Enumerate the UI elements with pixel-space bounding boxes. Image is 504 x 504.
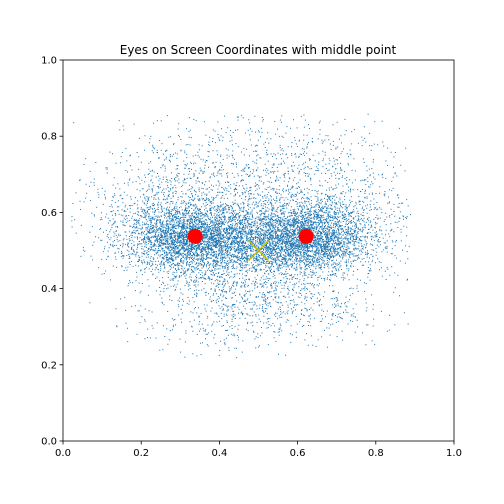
marker-layer (187, 228, 314, 262)
x-tick-label: 0.6 (290, 448, 306, 459)
plot-frame (62, 59, 455, 442)
eye-marker-left (187, 228, 203, 244)
x-tick-label: 0.0 (55, 448, 71, 459)
middle-point-marker (247, 239, 270, 262)
x-tick-label: 0.4 (211, 448, 227, 459)
y-tick-label: 1.0 (41, 56, 57, 67)
gaze-point-cloud (71, 113, 412, 359)
y-tick-label: 0.4 (41, 284, 57, 295)
y-tick-label: 0.0 (41, 437, 57, 448)
gaze-points (71, 113, 412, 359)
y-tick-label: 0.8 (41, 132, 57, 143)
y-tick-label: 0.6 (41, 208, 57, 219)
x-tick-label: 0.2 (133, 448, 149, 459)
x-tick-label: 0.8 (368, 448, 384, 459)
axes: 0.0 0.2 0.4 0.6 0.8 1.0 0.0 0.2 0.4 0.6 0.8 1.0 (41, 56, 462, 460)
chart-title: Eyes on Screen Coordinates with middle p… (120, 43, 397, 57)
eye-marker-right (298, 228, 314, 244)
x-tick-label: 1.0 (446, 448, 462, 459)
middle-point-stroke-b (247, 239, 270, 262)
y-tick-label: 0.2 (41, 360, 57, 371)
